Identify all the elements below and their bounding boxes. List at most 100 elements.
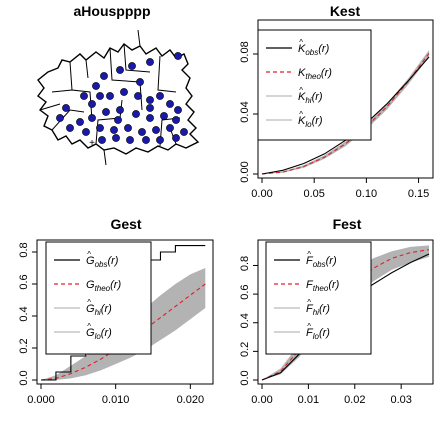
fest-title: Fest <box>333 216 362 232</box>
map-point <box>96 92 104 100</box>
map-point <box>88 114 96 122</box>
gest-plot-area: 0.0 0.2 0.4 0.6 0.8 0.000 0.010 0.020 ^ Gobs(r) Gt… <box>18 239 214 406</box>
gest-y-tick-label: 0.6 <box>18 274 30 289</box>
gest-x-tick-label: 0.020 <box>177 394 205 406</box>
fest-theo-line <box>261 249 430 381</box>
gest-legend-label: ^ Ghi(r) <box>86 298 112 317</box>
map-point <box>96 124 104 132</box>
map-point <box>136 78 144 86</box>
gest-y-tick-label: 0.4 <box>18 306 30 321</box>
fest-plot-area: 0.0 0.2 0.4 0.6 0.8 0.00 0.01 0.02 0.03 ^ Fobs(r) F… <box>239 239 434 406</box>
map-point <box>88 100 96 108</box>
map-point <box>116 66 124 74</box>
fest-x-tick-label: 0.02 <box>344 394 365 406</box>
gest-legend-label: ^ Gobs(r) <box>86 250 119 269</box>
map-point <box>146 96 154 104</box>
map-point <box>98 136 106 144</box>
kest-y-tick-label: 0.04 <box>239 101 251 122</box>
map-title: aHouspppp <box>74 3 151 19</box>
map-point <box>76 118 84 126</box>
map-points <box>56 52 188 144</box>
map-point <box>56 114 64 122</box>
gest-y-tick-label: 0.0 <box>18 370 30 385</box>
map-point <box>100 72 108 80</box>
map-point <box>126 136 134 144</box>
kest-x-tick-label: 0.10 <box>356 188 377 200</box>
map-point <box>152 126 160 134</box>
fest-legend-label: ^ Fhi(r) <box>306 298 330 317</box>
gest-envelope-band <box>41 268 206 380</box>
map-road-lines <box>39 29 181 166</box>
fest-x-tick-label: 0.00 <box>251 394 272 406</box>
map-point <box>146 114 154 122</box>
fest-y-tick-label: 0.6 <box>239 284 251 299</box>
map-point <box>66 124 74 132</box>
map-point <box>128 62 136 70</box>
map-point <box>174 52 182 60</box>
kest-legend-label: ^ Klo(r) <box>298 110 323 129</box>
kest-x-tick-label: 0.15 <box>408 188 429 200</box>
gest-legend-label: Gtheo(r) <box>86 279 121 293</box>
map-point <box>92 82 100 90</box>
kest-theo-line <box>261 53 430 175</box>
map-point <box>146 104 154 112</box>
map-point <box>120 88 128 96</box>
map-cross-marker: + <box>89 138 95 149</box>
kest-panel: Kest 0.00 0.04 0.08 0.00 0.05 0.10 0.15 ^ Kobs(r… <box>239 3 434 200</box>
kest-plot-area: 0.00 0.04 0.08 0.00 0.05 0.10 0.15 ^ Kobs(r) Kthe… <box>239 19 434 200</box>
fest-y-tick-label: 0.8 <box>239 256 251 271</box>
fest-y-tick-label: 0.2 <box>239 342 251 357</box>
map-point <box>172 134 180 142</box>
kest-legend-label: Ktheo(r) <box>298 67 332 81</box>
gest-x-tick-label: 0.010 <box>102 394 130 406</box>
map-point <box>106 92 114 100</box>
fest-legend-label: ^ Fobs(r) <box>306 250 337 269</box>
kest-legend-label: ^ Kobs(r) <box>298 38 330 57</box>
kest-y-tick-label: 0.08 <box>239 41 251 62</box>
fest-legend-label: Ftheo(r) <box>306 279 340 293</box>
map-point <box>110 126 118 134</box>
fest-legend-box <box>265 241 372 355</box>
map-point <box>62 104 70 112</box>
map-point <box>116 106 124 114</box>
gest-y-tick-label: 0.2 <box>18 338 30 353</box>
map-point <box>174 106 182 114</box>
fest-x-tick-label: 0.03 <box>390 394 411 406</box>
map-point <box>166 100 174 108</box>
map-point <box>166 124 174 132</box>
fest-panel: Fest 0.0 0.2 0.4 0.6 0.8 0.00 0.01 0.02 0.03 ^ Fob… <box>239 216 434 406</box>
map-point <box>138 128 146 136</box>
fest-y-tick-label: 0.4 <box>239 313 251 328</box>
map-point <box>160 112 168 120</box>
gest-legend-label: ^ Glo(r) <box>86 322 112 341</box>
map-point <box>132 110 140 118</box>
map-point <box>102 108 110 116</box>
map-point <box>156 136 164 144</box>
map-point <box>180 128 188 136</box>
map-panel: aHouspppp + <box>37 3 200 166</box>
map-point <box>112 134 120 142</box>
gest-legend-box <box>45 241 152 355</box>
map-point <box>80 92 88 100</box>
kest-x-tick-label: 0.00 <box>251 188 272 200</box>
fest-y-tick-label: 0.0 <box>239 370 251 385</box>
gest-y-tick-label: 0.8 <box>18 242 30 257</box>
fest-legend-label: ^ Flo(r) <box>306 322 330 341</box>
gest-x-tick-label: 0.000 <box>27 394 55 406</box>
map-point <box>146 58 154 66</box>
map-point <box>134 92 142 100</box>
gest-panel: Gest 0.0 0.2 0.4 0.6 0.8 0.000 0.010 0.020 ^ Gobs… <box>18 216 214 406</box>
kest-title: Kest <box>330 3 361 19</box>
map-window-outline <box>37 43 200 155</box>
kest-legend-label: ^ Khi(r) <box>298 86 323 105</box>
map-point <box>156 92 164 100</box>
gest-theo-line <box>40 283 206 381</box>
map-point <box>142 136 150 144</box>
map-point <box>124 124 132 132</box>
map-point <box>172 116 180 124</box>
map-point <box>114 116 122 124</box>
map-point <box>82 128 90 136</box>
gest-title: Gest <box>110 216 141 232</box>
kest-y-tick-label: 0.00 <box>239 161 251 182</box>
